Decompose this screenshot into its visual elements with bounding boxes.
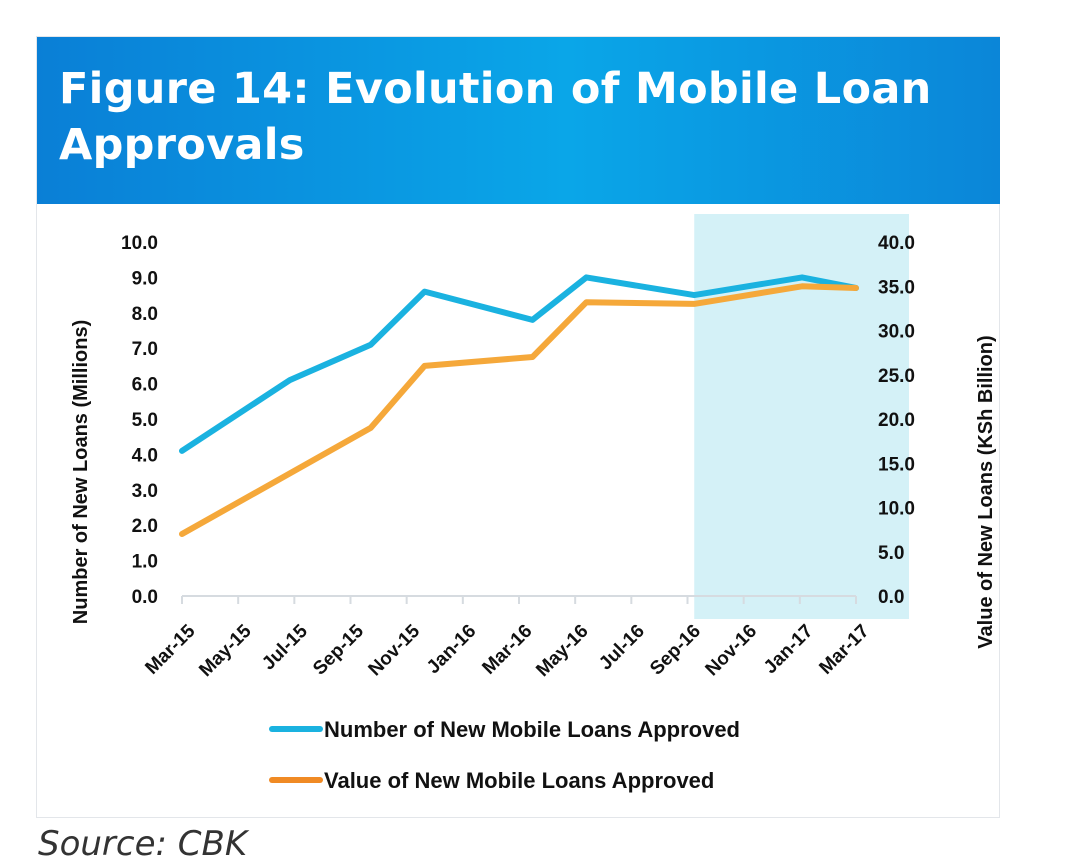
y2-tick-label: 10.0 <box>878 499 915 520</box>
y-tick-label: 4.0 <box>132 445 158 466</box>
y2-tick-label: 0.0 <box>878 587 904 608</box>
title-banner: Figure 14: Evolution of Mobile Loan Appr… <box>37 37 1000 204</box>
x-tick-label: Mar-15 <box>141 620 199 678</box>
y2-tick-label: 5.0 <box>878 543 904 564</box>
legend-label: Value of New Mobile Loans Approved <box>324 768 714 793</box>
y-tick-label: 10.0 <box>121 233 158 254</box>
y-tick-label: 7.0 <box>132 339 158 360</box>
y-tick-label: 1.0 <box>132 552 158 573</box>
legend-label: Number of New Mobile Loans Approved <box>324 717 740 742</box>
y-tick-label: 9.0 <box>132 268 158 289</box>
x-tick-label: Jul-16 <box>595 621 649 675</box>
y2-tick-label: 25.0 <box>878 366 915 387</box>
y-tick-label: 6.0 <box>132 375 158 396</box>
x-tick-label: May-16 <box>532 621 592 681</box>
x-tick-label: Nov-16 <box>702 621 762 681</box>
y2-axis-title: Value of New Loans (KSh Billion) <box>975 335 997 648</box>
x-tick-label: Nov-15 <box>365 620 425 680</box>
x-tick-label: Jan-17 <box>760 621 817 678</box>
x-tick-label: Jul-15 <box>258 620 312 674</box>
y-tick-label: 0.0 <box>132 587 158 608</box>
y2-tick-label: 15.0 <box>878 454 915 475</box>
x-tick-label: Jan-16 <box>423 621 480 678</box>
y-tick-label: 8.0 <box>132 304 158 325</box>
x-tick-label: Sep-15 <box>309 620 368 679</box>
source-note: Source: CBK <box>38 824 247 864</box>
y-tick-label: 2.0 <box>132 516 158 537</box>
y-tick-label: 3.0 <box>132 481 158 502</box>
x-tick-label: May-15 <box>195 620 256 681</box>
y2-tick-label: 30.0 <box>878 322 915 343</box>
x-tick-label: Mar-17 <box>815 621 873 679</box>
y2-tick-label: 35.0 <box>878 277 915 298</box>
y2-tick-label: 40.0 <box>878 233 915 254</box>
y-tick-label: 5.0 <box>132 410 158 431</box>
x-tick-label: Sep-16 <box>646 621 705 680</box>
y2-tick-label: 20.0 <box>878 410 915 431</box>
page-title: Figure 14: Evolution of Mobile Loan Appr… <box>59 61 959 173</box>
x-tick-label: Mar-16 <box>478 621 536 679</box>
y-axis-title: Number of New Loans (Millions) <box>70 320 92 624</box>
